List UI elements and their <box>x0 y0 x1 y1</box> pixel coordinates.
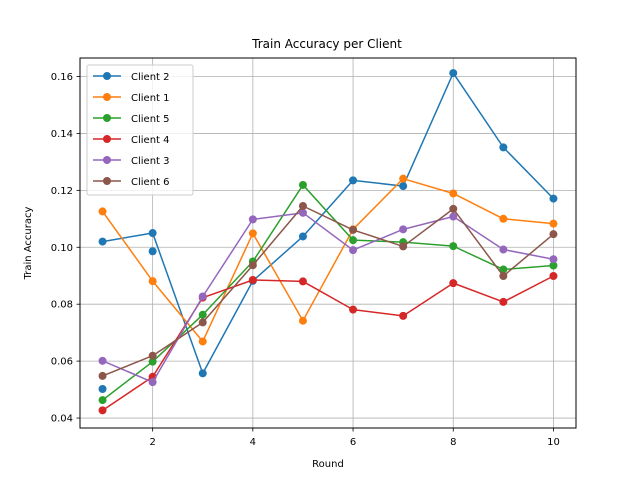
legend-label: Client 4 <box>131 135 170 146</box>
legend-label: Client 1 <box>131 93 170 104</box>
data-point <box>449 242 458 251</box>
data-point <box>298 232 307 241</box>
series-layer <box>98 69 558 415</box>
x-tick-label: 4 <box>250 437 256 448</box>
data-point <box>449 204 458 213</box>
data-point <box>349 305 358 314</box>
data-point <box>399 225 408 234</box>
plot-frame <box>79 57 577 429</box>
chart-title: Train Accuracy per Client <box>251 37 402 51</box>
data-point <box>449 189 458 198</box>
data-point <box>499 265 508 274</box>
axis-ticks: 2 4 6 8 10 0.04 0.06 0.08 0.10 0.12 0.14 0.16 <box>51 72 560 448</box>
data-point <box>399 174 408 183</box>
data-point <box>98 406 107 415</box>
data-point <box>198 318 207 327</box>
data-point <box>499 272 508 281</box>
data-point <box>98 356 107 365</box>
x-tick-label: 2 <box>149 437 155 448</box>
legend-label: Client 6 <box>131 177 170 188</box>
data-point <box>248 261 257 270</box>
data-point <box>549 219 558 228</box>
data-point <box>499 143 508 152</box>
legend-marker <box>103 93 111 101</box>
x-tick-label: 10 <box>547 437 560 448</box>
data-point <box>298 277 307 286</box>
legend: Client 2 Client 1 Client 5 Client 4 Client 3… <box>86 64 194 196</box>
x-axis-label: Round <box>312 459 344 470</box>
data-point <box>148 247 157 256</box>
data-point <box>349 236 358 245</box>
data-point <box>298 202 307 210</box>
legend-marker <box>103 72 111 80</box>
data-point <box>298 208 307 217</box>
series-line <box>102 205 554 377</box>
data-point <box>98 207 107 216</box>
data-point <box>349 225 358 234</box>
y-axis-label: Train Accuracy <box>23 207 34 281</box>
data-point <box>198 310 207 319</box>
y-tick-label: 0.10 <box>51 243 73 254</box>
data-point <box>98 396 107 405</box>
y-tick-label: 0.14 <box>51 129 73 140</box>
data-point <box>198 369 207 378</box>
legend-marker <box>103 156 111 164</box>
data-point <box>399 311 408 320</box>
data-point <box>148 351 157 360</box>
data-point <box>399 242 408 251</box>
data-point <box>148 277 157 286</box>
data-point <box>248 229 257 238</box>
data-point <box>349 176 358 185</box>
legend-label: Client 5 <box>131 114 170 125</box>
data-point <box>248 215 257 224</box>
data-point <box>449 279 458 288</box>
y-tick-label: 0.04 <box>51 414 73 425</box>
legend-label: Client 2 <box>131 72 170 83</box>
x-tick-label: 6 <box>350 437 356 448</box>
data-point <box>198 292 207 301</box>
data-point <box>98 237 107 246</box>
series-line <box>102 212 554 383</box>
y-tick-label: 0.06 <box>51 357 73 368</box>
data-point <box>98 385 107 394</box>
legend-box <box>86 64 194 196</box>
data-point <box>298 180 307 189</box>
data-point <box>499 245 508 254</box>
data-point <box>148 229 157 238</box>
data-point <box>549 272 558 281</box>
data-point <box>298 316 307 325</box>
data-point <box>198 337 207 346</box>
data-point <box>449 69 458 78</box>
data-point <box>449 212 458 221</box>
legend-marker <box>103 177 111 185</box>
data-point <box>399 182 408 191</box>
data-point <box>549 194 558 203</box>
series-line <box>102 72 554 375</box>
y-tick-label: 0.08 <box>51 300 73 311</box>
legend-marker <box>103 135 111 143</box>
series-line <box>102 275 554 411</box>
data-point <box>98 371 107 380</box>
data-point <box>349 246 358 255</box>
data-point <box>248 276 257 284</box>
data-point <box>549 261 558 270</box>
data-point <box>549 230 558 239</box>
y-tick-label: 0.12 <box>51 186 73 197</box>
data-point <box>148 378 157 387</box>
series-line <box>101 177 554 343</box>
y-tick-label: 0.16 <box>51 72 73 83</box>
legend-marker <box>103 114 111 122</box>
legend-label: Client 3 <box>131 156 170 167</box>
x-tick-label: 8 <box>450 437 456 448</box>
data-point <box>499 214 508 223</box>
data-point <box>549 255 558 264</box>
data-point <box>499 297 508 306</box>
data-point <box>148 357 157 366</box>
